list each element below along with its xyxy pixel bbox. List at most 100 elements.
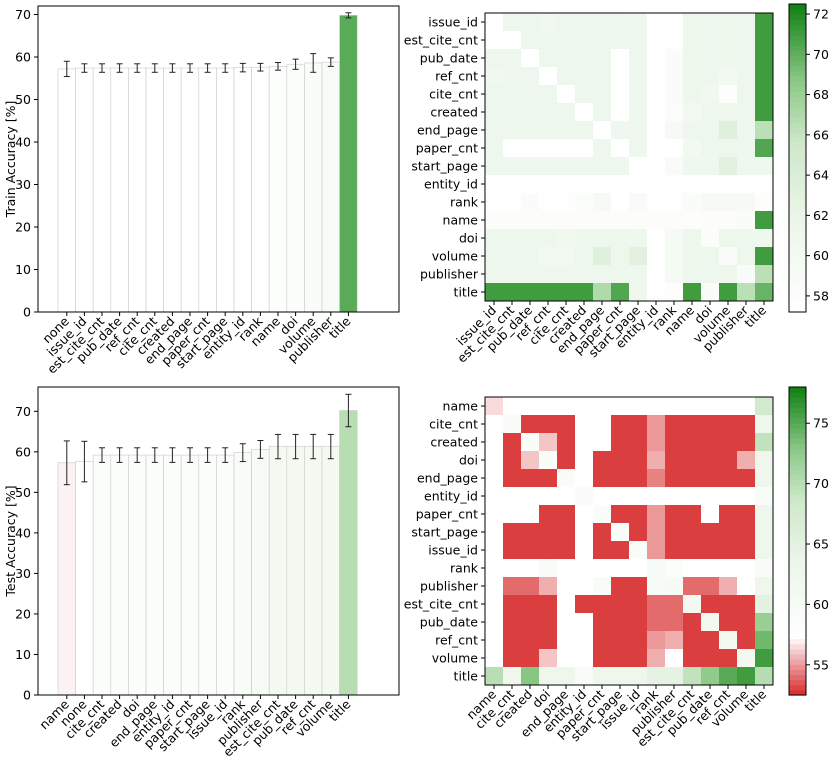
cell-name-est_cite_cnt — [503, 211, 522, 230]
cell-est_cite_cnt-volume — [737, 595, 756, 614]
cell-est_cite_cnt-publisher — [665, 595, 684, 614]
colorbar-segment — [789, 453, 806, 460]
cell-paper_cnt-rank — [665, 139, 684, 158]
bar-cite_cnt — [145, 67, 164, 313]
cell-title-paper_cnt — [611, 283, 630, 302]
row-label-name: name — [443, 213, 479, 228]
cell-est_cite_cnt-title — [755, 31, 774, 50]
bar-issue_id — [75, 67, 94, 313]
cell-rank-created — [575, 193, 594, 212]
colorbar-segment — [789, 111, 806, 118]
colorbar-segment — [789, 566, 806, 573]
cell-rank-title — [755, 193, 774, 212]
row-label-pub_date: pub_date — [420, 615, 479, 630]
cell-doi-end_page — [593, 229, 612, 248]
cell-rank-publisher — [737, 193, 756, 212]
colorbar-tick-label-62: 62 — [813, 208, 829, 223]
cell-title-ref_cnt — [539, 283, 558, 302]
cell-name-cite_cnt — [503, 397, 522, 416]
cell-est_cite_cnt-issue_id — [629, 595, 648, 614]
colorbar-segment — [789, 556, 806, 563]
bar-est_cite_cnt — [92, 67, 112, 313]
row-label-title: title — [454, 669, 479, 684]
row-label-est_cite_cnt: est_cite_cnt — [404, 597, 478, 612]
row-label-end_page: end_page — [417, 471, 478, 486]
cell-start_page-volume — [737, 523, 756, 542]
cell-cite_cnt-created — [575, 85, 594, 104]
cell-end_page-publisher — [737, 121, 756, 140]
y-tick-label-30: 30 — [15, 566, 31, 581]
cell-paper_cnt-created — [575, 139, 594, 158]
cell-pub_date-ref_cnt — [539, 49, 558, 68]
cell-rank-rank — [647, 559, 666, 578]
cell-rank-issue_id — [629, 559, 648, 578]
cell-title-rank — [665, 283, 684, 302]
cell-title-volume — [719, 283, 738, 302]
colorbar-segment — [789, 392, 806, 398]
cell-issue_id-start_page — [629, 13, 648, 32]
cell-cite_cnt-paper_cnt — [593, 415, 612, 434]
colorbar-segment — [789, 535, 806, 542]
cell-cite_cnt-issue_id — [629, 415, 648, 434]
cell-created-publisher — [665, 433, 684, 452]
cell-rank-est_cite_cnt — [503, 193, 522, 212]
cell-est_cite_cnt-ref_cnt — [719, 595, 738, 614]
cell-est_cite_cnt-entity_id — [647, 31, 666, 50]
cell-end_page-end_page — [557, 469, 576, 488]
cell-entity_id-est_cite_cnt — [503, 175, 522, 194]
colorbar-segment — [789, 397, 806, 403]
cell-start_page-created — [521, 523, 540, 542]
cell-pub_date-title — [755, 613, 774, 632]
cell-issue_id-start_page — [611, 541, 630, 560]
cell-rank-entity_id — [647, 193, 666, 212]
colorbar-segment — [789, 474, 806, 480]
colorbar-segment — [789, 65, 806, 72]
colorbar-segment — [789, 142, 806, 149]
cell-name-ref_cnt — [539, 211, 558, 230]
cell-name-publisher — [665, 397, 684, 416]
cell-entity_id-created — [521, 487, 540, 506]
cell-pub_date-volume — [737, 613, 756, 632]
cell-est_cite_cnt-issue_id — [485, 31, 504, 50]
cell-cite_cnt-doi — [539, 415, 558, 434]
colorbar-segment — [789, 250, 806, 257]
cell-cite_cnt-cite_cnt — [503, 415, 522, 434]
cell-pub_date-end_page — [593, 49, 612, 68]
cell-pub_date-doi — [539, 613, 558, 632]
colorbar-frame — [788, 386, 807, 696]
cell-doi-cite_cnt — [503, 451, 522, 470]
cell-name-volume — [719, 211, 738, 230]
cell-name-end_page — [593, 211, 612, 230]
cell-volume-rank — [665, 247, 684, 266]
cell-entity_id-doi — [539, 487, 558, 506]
cell-pub_date-title — [755, 49, 774, 68]
cell-pub_date-issue_id — [629, 613, 648, 632]
colorbar-segment — [789, 489, 806, 496]
cell-issue_id-issue_id — [485, 13, 504, 32]
cell-paper_cnt-rank — [647, 505, 666, 524]
cell-entity_id-volume — [719, 175, 738, 194]
cell-ref_cnt-title — [755, 631, 774, 650]
cell-cite_cnt-name — [683, 85, 702, 104]
cell-start_page-title — [755, 523, 774, 542]
row-label-doi: doi — [459, 453, 478, 468]
colorbar-segment — [789, 433, 806, 439]
cell-doi-cite_cnt — [557, 229, 576, 248]
cell-issue_id-title — [755, 541, 774, 560]
colorbar-segment — [789, 29, 806, 36]
row-label-cite_cnt: cite_cnt — [429, 87, 478, 102]
bar-ref_cnt — [304, 446, 323, 696]
cell-entity_id-volume — [737, 487, 756, 506]
cell-issue_id-volume — [737, 541, 756, 560]
cell-end_page-volume — [737, 469, 756, 488]
y-tick-label-60: 60 — [15, 50, 31, 65]
cell-est_cite_cnt-volume — [719, 31, 738, 50]
colorbar-segment — [789, 101, 806, 108]
colorbar-segment — [789, 669, 806, 676]
colorbar-segment — [789, 479, 806, 486]
cell-start_page-paper_cnt — [611, 157, 630, 176]
cell-issue_id-publisher — [737, 13, 756, 32]
cell-entity_id-cite_cnt — [557, 175, 576, 194]
colorbar-segment — [789, 4, 806, 10]
cell-cite_cnt-entity_id — [575, 415, 594, 434]
